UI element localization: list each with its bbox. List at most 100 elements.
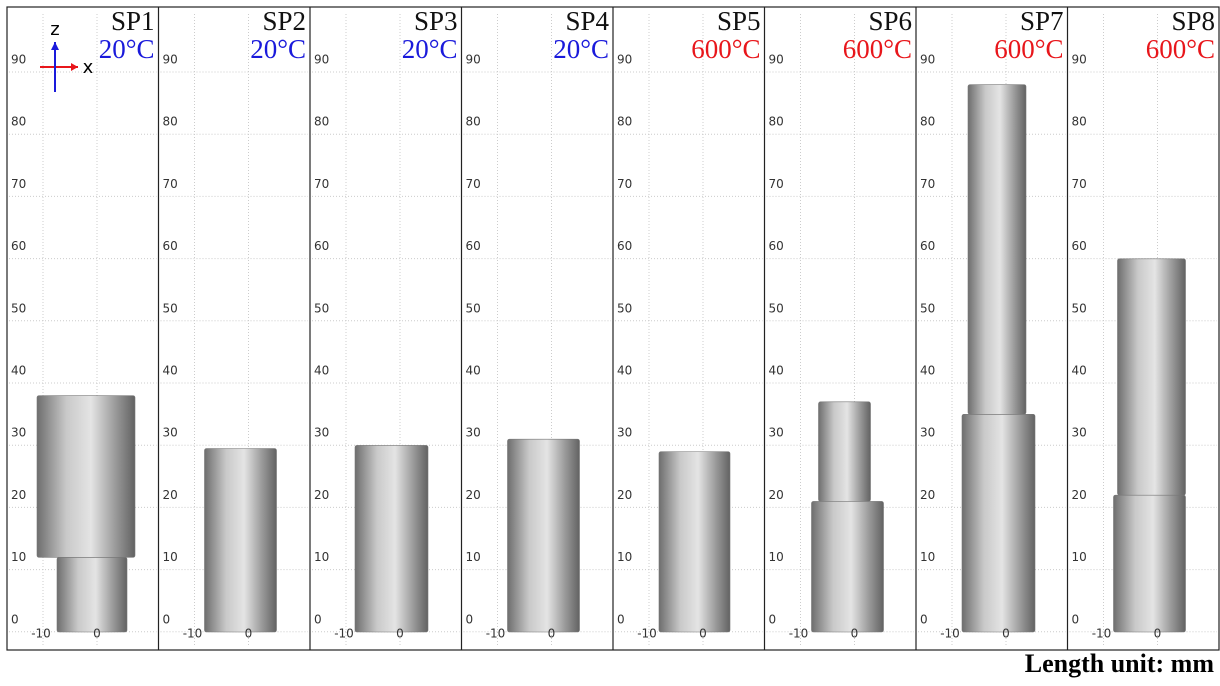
specimen [659, 452, 730, 632]
x-tick-label: -10 [789, 627, 809, 641]
y-tick-label: 50 [920, 301, 935, 315]
x-tick-label: 0 [245, 627, 253, 641]
panel-temperature: 600°C [994, 34, 1063, 64]
y-tick-label: 90 [163, 53, 178, 67]
y-tick-label: 0 [769, 612, 777, 626]
y-tick-label: 30 [314, 426, 329, 440]
y-tick-label: 50 [11, 301, 26, 315]
y-tick-label: 40 [617, 364, 632, 378]
y-tick-label: 70 [11, 177, 26, 191]
y-tick-label: 30 [617, 426, 632, 440]
y-tick-label: 30 [11, 426, 26, 440]
y-tick-label: 80 [1072, 115, 1087, 129]
y-tick-label: 90 [1072, 53, 1087, 67]
y-tick-label: 60 [163, 239, 178, 253]
footer: Length unit: mm [1025, 649, 1215, 678]
specimen [1118, 259, 1186, 495]
y-tick-label: 70 [314, 177, 329, 191]
y-tick-label: 20 [314, 488, 329, 502]
y-tick-label: 30 [920, 426, 935, 440]
y-tick-label: 0 [466, 612, 474, 626]
y-tick-label: 10 [314, 550, 329, 564]
y-tick-label: 0 [1072, 612, 1080, 626]
x-tick-label: 0 [396, 627, 404, 641]
panel-temperature: 600°C [1146, 34, 1215, 64]
y-tick-label: 70 [1072, 177, 1087, 191]
y-tick-label: 90 [920, 53, 935, 67]
y-tick-label: 80 [11, 115, 26, 129]
y-tick-label: 60 [1072, 239, 1087, 253]
y-tick-label: 20 [617, 488, 632, 502]
y-tick-label: 10 [617, 550, 632, 564]
y-tick-label: 50 [769, 301, 784, 315]
y-tick-label: 40 [466, 364, 481, 378]
y-tick-label: 60 [769, 239, 784, 253]
panel-temperature: 20°C [553, 34, 609, 64]
panel-temperature: 600°C [843, 34, 912, 64]
y-tick-label: 80 [920, 115, 935, 129]
specimen [37, 396, 135, 558]
y-tick-label: 0 [163, 612, 171, 626]
x-tick-label: -10 [1092, 627, 1112, 641]
y-tick-label: 20 [769, 488, 784, 502]
panel-temperature: 600°C [691, 34, 760, 64]
y-tick-label: 90 [617, 53, 632, 67]
panel-label: SP7 [1020, 6, 1064, 36]
y-tick-label: 50 [1072, 301, 1087, 315]
y-tick-label: 70 [617, 177, 632, 191]
y-tick-label: 60 [617, 239, 632, 253]
y-tick-label: 10 [163, 550, 178, 564]
panel-label: SP6 [868, 6, 912, 36]
y-tick-label: 40 [769, 364, 784, 378]
x-tick-label: 0 [1002, 627, 1010, 641]
y-tick-label: 60 [11, 239, 26, 253]
y-tick-label: 60 [920, 239, 935, 253]
y-tick-label: 60 [466, 239, 481, 253]
y-tick-label: 70 [466, 177, 481, 191]
y-tick-label: 30 [769, 426, 784, 440]
y-tick-label: 80 [769, 115, 784, 129]
y-tick-label: 0 [314, 612, 322, 626]
figure: Length unit: mm 90 80 70 60 50 40 30 20 10 0 -10 0 S… [0, 0, 1220, 682]
y-tick-label: 30 [163, 426, 178, 440]
y-tick-label: 80 [314, 115, 329, 129]
x-axis-label: x [83, 57, 94, 78]
y-tick-label: 20 [163, 488, 178, 502]
panel-label: SP5 [717, 6, 761, 36]
y-tick-label: 10 [1072, 550, 1087, 564]
specimen [1114, 495, 1186, 632]
panel-label: SP1 [111, 6, 155, 36]
panel-temperature: 20°C [99, 34, 155, 64]
y-tick-label: 20 [1072, 488, 1087, 502]
panel-label: SP8 [1171, 6, 1215, 36]
panel-temperature: 20°C [250, 34, 306, 64]
panel-label: SP4 [565, 6, 609, 36]
y-tick-label: 40 [920, 364, 935, 378]
x-tick-label: 0 [548, 627, 556, 641]
x-tick-label: -10 [637, 627, 657, 641]
z-axis-label: z [50, 19, 59, 40]
y-tick-label: 50 [163, 301, 178, 315]
y-tick-label: 80 [617, 115, 632, 129]
y-tick-label: 90 [11, 53, 26, 67]
y-tick-label: 50 [617, 301, 632, 315]
x-tick-label: -10 [486, 627, 506, 641]
y-tick-label: 20 [11, 488, 26, 502]
y-tick-label: 10 [920, 550, 935, 564]
specimen [508, 439, 580, 632]
specimen [962, 414, 1035, 632]
x-tick-label: -10 [940, 627, 960, 641]
y-tick-label: 0 [11, 612, 19, 626]
y-tick-label: 10 [11, 550, 26, 564]
x-tick-label: 0 [93, 627, 101, 641]
specimen [812, 501, 884, 632]
y-tick-label: 0 [920, 612, 928, 626]
y-tick-label: 70 [163, 177, 178, 191]
y-tick-label: 20 [920, 488, 935, 502]
specimen [355, 445, 428, 632]
y-tick-label: 40 [314, 364, 329, 378]
y-tick-label: 40 [11, 364, 26, 378]
x-tick-label: -10 [334, 627, 354, 641]
y-tick-label: 0 [617, 612, 625, 626]
y-tick-label: 20 [466, 488, 481, 502]
